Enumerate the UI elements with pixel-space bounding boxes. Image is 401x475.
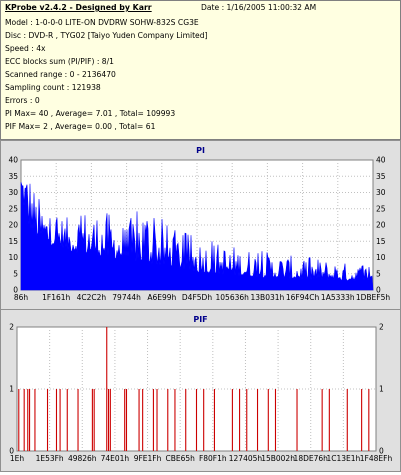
pi-series-area: [20, 182, 374, 291]
pif-xtick: 18DE76h: [294, 454, 329, 463]
pi-ytick-left: 25: [8, 204, 18, 213]
pi-xtick: 4C2C2h: [77, 293, 107, 302]
pif-xtick: 127405h: [229, 454, 263, 463]
pif-xtick: 15B002h: [261, 454, 295, 463]
pi-stats-line: PI Max= 40 , Average= 7.01 , Total= 1099…: [5, 109, 176, 118]
pi-ytick-left: 5: [13, 269, 18, 278]
pif-ytick-left: 2: [9, 323, 14, 332]
pi-ytick-left: 15: [8, 237, 18, 246]
ecc-line: ECC blocks sum (PI/PIF) : 8/1: [5, 57, 115, 66]
pi-xtick: D4F5Dh: [182, 293, 212, 302]
pi-xtick: 13B031h: [251, 293, 285, 302]
pif-xtick: CBE65h: [165, 454, 195, 463]
pi-ytick-left: 35: [8, 172, 18, 181]
pi-ytick-right: 15: [376, 237, 386, 246]
pi-ytick-left: 0: [13, 286, 18, 295]
info-panel: KProbe v2.4.2 - Designed by Karr Date : …: [0, 0, 401, 140]
pi-chart-panel: PI 0 0 5 5 10 10 15 15 20 20 25 25 30 30 35 35 40 40 86h 1F…: [0, 140, 401, 310]
pif-xtick: 9FE1Fh: [134, 454, 162, 463]
pi-xtick: 1A5333h: [321, 293, 355, 302]
pif-xtick: F80F1h: [199, 454, 227, 463]
pif-stats-line: PIF Max= 2 , Average= 0.00 , Total= 61: [5, 122, 156, 131]
pi-ytick-right: 5: [376, 269, 381, 278]
pi-ytick-left: 20: [8, 221, 18, 230]
pif-ytick-left: 0: [9, 447, 14, 456]
pi-xtick: 86h: [14, 293, 29, 302]
pif-ytick-right: 1: [379, 385, 384, 394]
pif-chart-panel: PIF 0 0 1 1 2 2 1Eh 1E53Fh 49826h 74E01h 9FE1Fh CBE…: [0, 309, 401, 472]
pif-xtick: 1C13E1h: [326, 454, 360, 463]
pif-xtick: 74E01h: [101, 454, 130, 463]
pif-ytick-right: 0: [379, 447, 384, 456]
pi-xtick: 1F161h: [42, 293, 70, 302]
pi-xtick: 1DBEF5h: [356, 293, 391, 302]
pi-xtick: 105636h: [216, 293, 250, 302]
sampling-count-line: Sampling count : 121938: [5, 83, 101, 92]
pi-ytick-right: 0: [376, 286, 381, 295]
pif-ytick-right: 2: [379, 323, 384, 332]
pi-ytick-left: 40: [8, 156, 18, 165]
pi-xtick: A6E99h: [147, 293, 176, 302]
pif-xtick: 1Eh: [10, 454, 25, 463]
pi-chart: 0 0 5 5 10 10 15 15 20 20 25 25 30 30 35 35 40 40 86h 1F161…: [8, 156, 391, 302]
model-line: Model : 1-0-0-0 LITE-ON DVDRW SOHW-832S …: [5, 18, 199, 27]
pif-xtick: 49826h: [68, 454, 97, 463]
pi-ytick-right: 25: [376, 204, 386, 213]
pi-xtick: 79744h: [112, 293, 141, 302]
pi-ytick-right: 35: [376, 172, 386, 181]
pi-ytick-right: 30: [376, 188, 386, 197]
pif-ytick-left: 1: [9, 385, 14, 394]
pi-chart-title: PI: [196, 146, 205, 155]
pi-ytick-left: 30: [8, 188, 18, 197]
disc-line: Disc : DVD-R , TYG02 [Taiyo Yuden Compan…: [5, 31, 208, 40]
scanned-range-line: Scanned range : 0 - 2136470: [5, 70, 116, 79]
pi-ytick-left: 10: [8, 253, 18, 262]
pi-ytick-right: 40: [376, 156, 386, 165]
pif-chart: 0 0 1 1 2 2 1Eh 1E53Fh 49826h 74E01h 9FE1Fh CBE65h F…: [9, 323, 393, 463]
speed-line: Speed : 4x: [5, 44, 46, 53]
app-title: KProbe v2.4.2 - Designed by Karr: [5, 3, 152, 12]
pif-xtick: 1F48EFh: [360, 454, 393, 463]
scan-date: Date : 1/16/2005 11:00:32 AM: [201, 3, 317, 12]
pif-chart-title: PIF: [193, 315, 208, 324]
pif-xtick: 1E53Fh: [36, 454, 64, 463]
errors-line: Errors : 0: [5, 96, 40, 105]
pi-xtick: 16F94Ch: [286, 293, 320, 302]
pi-ytick-right: 10: [376, 253, 386, 262]
pi-ytick-right: 20: [376, 221, 386, 230]
